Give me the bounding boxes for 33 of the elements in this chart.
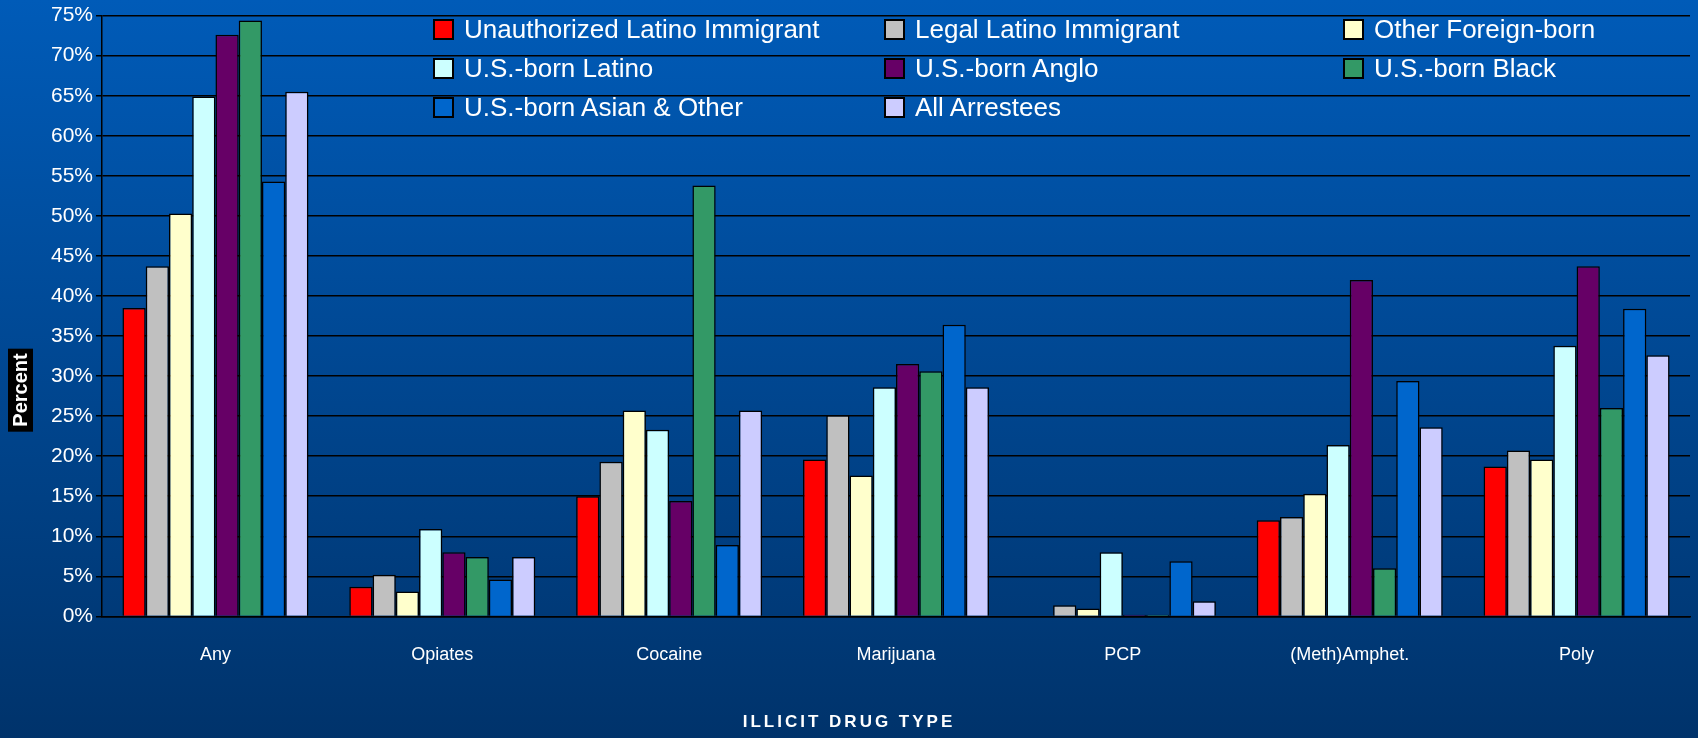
y-tick-label: 70% bbox=[51, 42, 94, 66]
y-tick-label: 30% bbox=[51, 362, 94, 386]
legend-label: Other Foreign-born bbox=[1374, 14, 1596, 45]
x-tick-label: Opiates bbox=[411, 644, 474, 665]
y-tick-label: 5% bbox=[62, 563, 94, 587]
legend-label: All Arrestees bbox=[915, 92, 1061, 123]
legend-label: Unauthorized Latino Immigrant bbox=[464, 14, 820, 45]
legend-label: U.S.-born Anglo bbox=[915, 53, 1099, 84]
y-tick-label: 40% bbox=[51, 282, 94, 306]
y-tick-label: 45% bbox=[51, 242, 94, 266]
x-tick-label: Marijuana bbox=[856, 644, 937, 665]
legend-label: U.S.-born Asian & Other bbox=[464, 92, 743, 123]
y-tick-label: 55% bbox=[51, 162, 94, 186]
y-tick-label: 25% bbox=[51, 402, 94, 426]
legend-label: U.S.-born Black bbox=[1374, 53, 1557, 84]
x-tick-label: Cocaine bbox=[636, 644, 703, 665]
y-tick-label: 20% bbox=[51, 442, 94, 466]
y-tick-label: 15% bbox=[51, 483, 94, 507]
y-tick-label: 75% bbox=[51, 2, 94, 26]
y-tick-label: 10% bbox=[51, 523, 94, 547]
y-tick-label: 65% bbox=[51, 82, 94, 106]
legend-label: Legal Latino Immigrant bbox=[915, 14, 1180, 45]
x-axis-title: ILLICIT DRUG TYPE bbox=[741, 712, 957, 732]
legend-label: U.S.-born Latino bbox=[464, 53, 654, 84]
y-axis-title: Percent bbox=[8, 348, 33, 432]
y-tick-label: 60% bbox=[51, 122, 94, 146]
y-tick-label: 0% bbox=[62, 603, 94, 627]
x-tick-label: (Meth)Amphet. bbox=[1290, 644, 1410, 665]
x-tick-label: PCP bbox=[1104, 644, 1142, 665]
x-tick-label: Any bbox=[199, 644, 231, 665]
x-tick-label: Poly bbox=[1559, 644, 1595, 665]
y-tick-label: 35% bbox=[51, 322, 94, 346]
y-tick-label: 50% bbox=[51, 202, 94, 226]
